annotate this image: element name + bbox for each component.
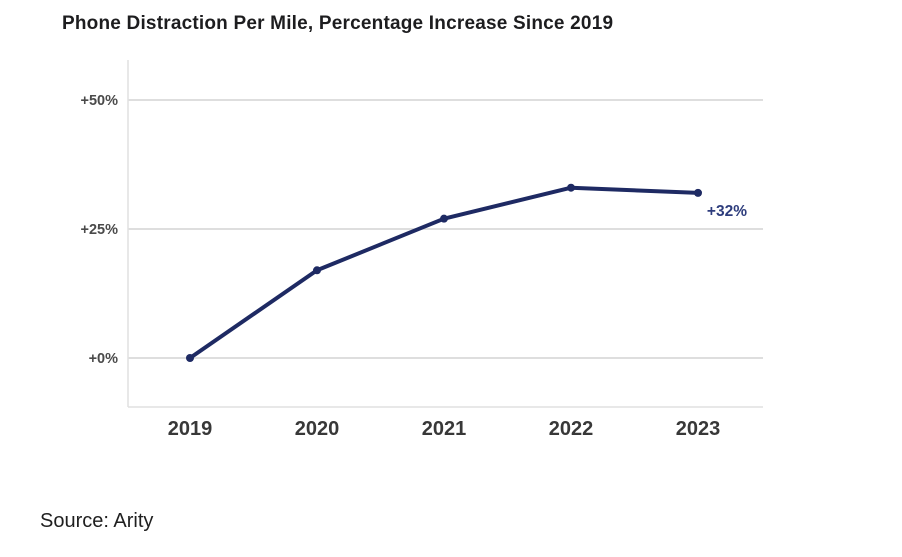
y-tick-label: +0% bbox=[89, 351, 119, 367]
x-tick-label: 2022 bbox=[549, 418, 594, 440]
x-tick-label: 2023 bbox=[676, 418, 721, 440]
data-point-marker bbox=[694, 188, 702, 197]
data-line bbox=[188, 185, 700, 360]
y-tick-label: +25% bbox=[81, 222, 119, 238]
x-tick-label: 2019 bbox=[168, 418, 213, 440]
data-point-marker bbox=[186, 354, 194, 362]
chart-title: Phone Distraction Per Mile, Percentage I… bbox=[62, 13, 614, 34]
x-tick-label: 2021 bbox=[422, 418, 467, 440]
source-text: Source: Arity bbox=[40, 510, 154, 532]
y-tick-label: +50% bbox=[81, 93, 119, 109]
data-point-marker bbox=[313, 266, 321, 275]
data-point-marker bbox=[440, 214, 448, 223]
data-point-marker bbox=[567, 183, 575, 192]
x-tick-label: 2020 bbox=[295, 418, 340, 440]
value-annotation: +32% bbox=[707, 203, 747, 220]
